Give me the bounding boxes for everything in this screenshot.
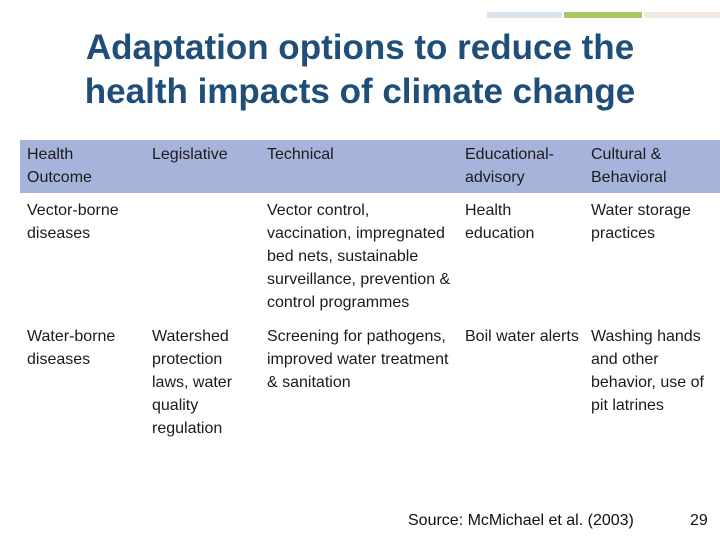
cell-educational: Health education bbox=[465, 202, 535, 242]
cell-outcome: Water-borne diseases bbox=[27, 328, 116, 368]
cell-technical: Vector control, vaccination, impregnated… bbox=[267, 202, 451, 311]
decorative-bar-green bbox=[564, 12, 642, 18]
cell-technical: Screening for pathogens, improved water … bbox=[267, 328, 449, 391]
slide-title-line-2: health impacts of climate change bbox=[84, 72, 636, 111]
header-health-outcome: Health Outcome bbox=[27, 146, 92, 186]
cell-educational: Boil water alerts bbox=[465, 328, 579, 345]
adaptation-options-table: Health Outcome Legislative Technical Edu… bbox=[20, 140, 720, 440]
slide-title-line-1: Adaptation options to reduce the bbox=[85, 28, 635, 67]
page-number: 29 bbox=[690, 512, 708, 529]
decorative-bar-blue bbox=[487, 12, 562, 18]
source-citation: Source: McMichael et al. (2003) bbox=[408, 512, 634, 529]
cell-outcome: Vector-borne diseases bbox=[27, 202, 119, 242]
header-educational-advisory: Educational-advisory bbox=[465, 146, 554, 186]
cell-legislative bbox=[145, 193, 260, 319]
cell-legislative: Watershed protection laws, water quality… bbox=[152, 328, 233, 437]
slide-title: Adaptation options to reduce the health … bbox=[20, 26, 700, 114]
cell-cultural: Water storage practices bbox=[591, 202, 691, 242]
header-technical: Technical bbox=[267, 146, 334, 163]
decorative-bar-peach bbox=[644, 12, 720, 18]
header-cultural-behavioral: Cultural & Behavioral bbox=[591, 146, 667, 186]
table-row: Vector-borne diseases Vector control, va… bbox=[20, 193, 720, 319]
table-header-row: Health Outcome Legislative Technical Edu… bbox=[20, 140, 720, 193]
table-row: Water-borne diseases Watershed protectio… bbox=[20, 319, 720, 440]
header-legislative: Legislative bbox=[152, 146, 228, 163]
cell-cultural: Washing hands and other behavior, use of… bbox=[591, 328, 704, 414]
